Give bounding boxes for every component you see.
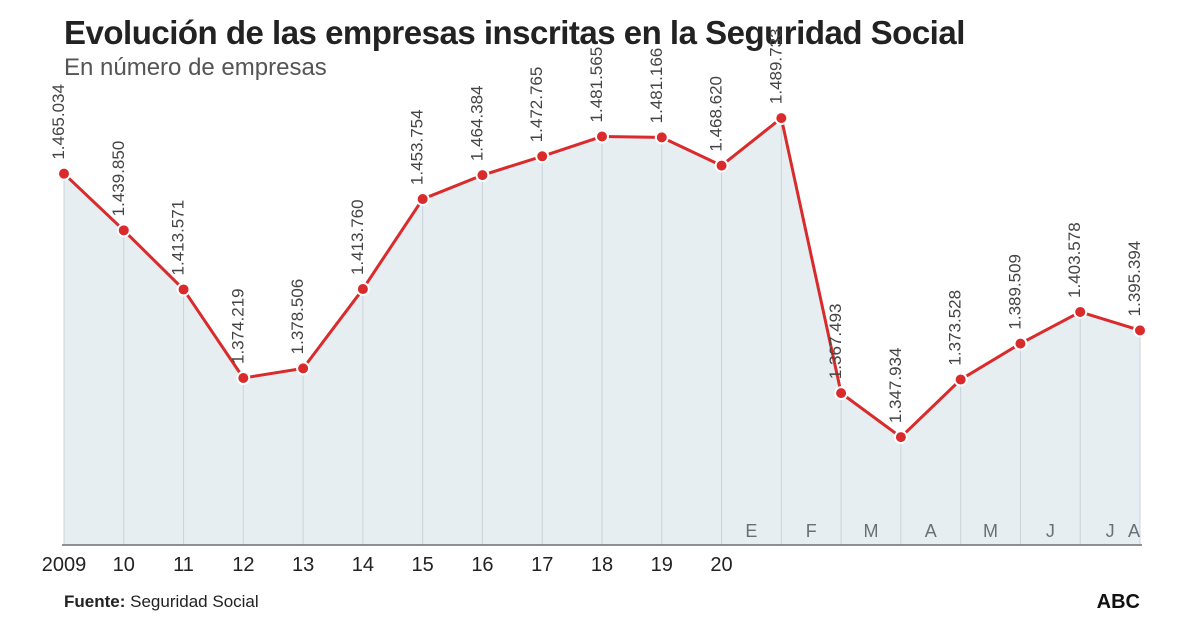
x-axis-month-label: A: [1128, 521, 1140, 541]
data-value-label: 1.395.394: [1125, 241, 1144, 317]
x-axis-year-label: 20: [710, 554, 732, 576]
data-marker: [1134, 324, 1146, 336]
data-value-label: 1.465.034: [49, 84, 68, 160]
source-label: Fuente:: [64, 592, 125, 611]
data-value-label: 1.481.565: [587, 47, 606, 123]
data-marker: [775, 112, 787, 124]
x-axis-year-label: 15: [412, 554, 434, 576]
data-marker: [476, 169, 488, 181]
data-marker: [536, 150, 548, 162]
x-axis-year-label: 14: [352, 554, 374, 576]
data-marker: [118, 224, 130, 236]
data-marker: [417, 193, 429, 205]
data-marker: [835, 387, 847, 399]
data-marker: [58, 168, 70, 180]
data-value-label: 1.403.578: [1065, 222, 1084, 298]
x-axis-month-label: J: [1046, 521, 1055, 541]
x-axis-year-label: 12: [232, 554, 254, 576]
data-marker: [1074, 306, 1086, 318]
data-marker: [178, 283, 190, 295]
x-axis-year-label: 17: [531, 554, 553, 576]
data-value-label: 1.413.760: [348, 199, 367, 275]
x-axis-month-label: F: [806, 521, 817, 541]
data-value-label: 1.464.384: [467, 85, 486, 161]
x-axis-month-label: M: [864, 521, 879, 541]
data-marker: [656, 131, 668, 143]
data-value-label: 1.489.733: [766, 28, 785, 104]
data-marker: [357, 283, 369, 295]
x-axis-month-label: E: [745, 521, 757, 541]
data-value-label: 1.439.850: [109, 141, 128, 217]
data-marker: [955, 374, 967, 386]
x-axis-year-label: 13: [292, 554, 314, 576]
x-axis-year-label: 19: [651, 554, 673, 576]
data-value-label: 1.389.509: [1005, 254, 1024, 330]
data-value-label: 1.378.506: [288, 279, 307, 355]
x-axis-month-label: M: [983, 521, 998, 541]
data-marker: [716, 160, 728, 172]
data-value-label: 1.373.528: [946, 290, 965, 366]
data-marker: [895, 431, 907, 443]
x-axis-year-label: 16: [471, 554, 493, 576]
data-value-label: 1.413.571: [169, 200, 188, 276]
data-marker: [596, 130, 608, 142]
data-value-label: 1.472.765: [527, 67, 546, 143]
data-value-label: 1.367.493: [826, 304, 845, 380]
source-value: Seguridad Social: [130, 592, 259, 611]
x-axis-year-label: 10: [113, 554, 135, 576]
chart-source: Fuente: Seguridad Social: [64, 592, 259, 612]
x-axis-month-label: A: [925, 521, 937, 541]
data-value-label: 1.347.934: [886, 348, 905, 424]
x-axis-month-label: J: [1106, 521, 1115, 541]
line-chart: 1.465.034 1.439.850 1.413.571 1.374.219 1.37…: [0, 0, 1200, 630]
data-value-label: 1.374.219: [228, 288, 247, 364]
x-axis-year-label: 18: [591, 554, 613, 576]
data-value-label: 1.481.166: [647, 48, 666, 124]
data-marker: [1014, 338, 1026, 350]
data-value-label: 1.453.754: [408, 109, 427, 185]
data-value-label: 1.468.620: [707, 76, 726, 152]
publisher-label: ABC: [1097, 591, 1140, 614]
x-axis-year-label: 2009: [42, 554, 87, 576]
data-marker: [297, 362, 309, 374]
data-marker: [237, 372, 249, 384]
x-axis-year-label: 11: [173, 554, 194, 576]
